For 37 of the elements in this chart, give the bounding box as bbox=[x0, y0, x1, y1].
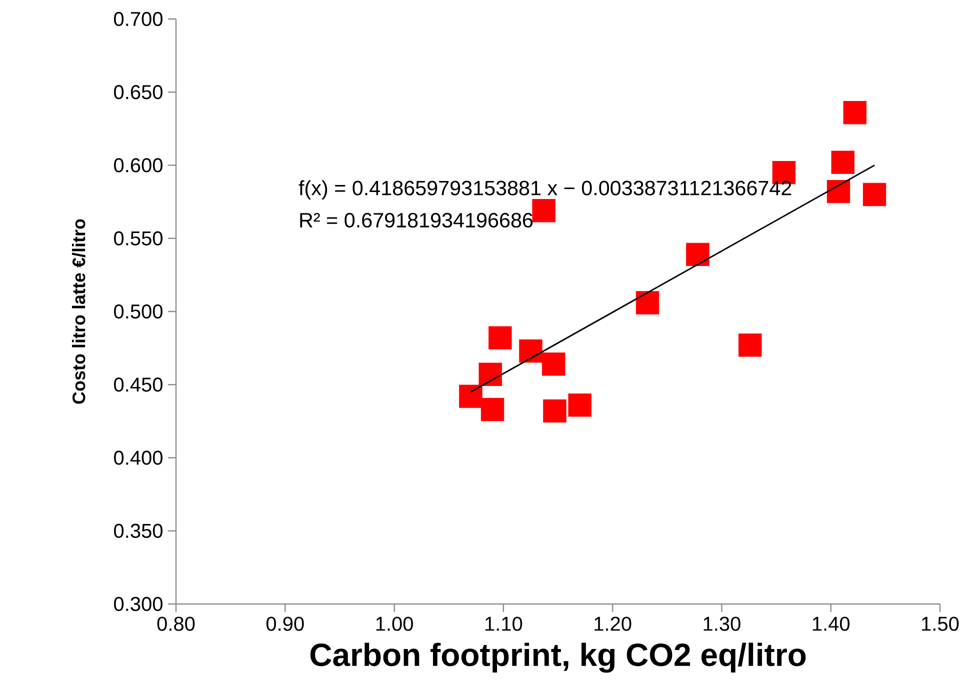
point bbox=[686, 242, 710, 266]
x-tick-label: 1.30 bbox=[704, 616, 740, 631]
point bbox=[543, 399, 566, 423]
point bbox=[862, 182, 886, 206]
point bbox=[843, 100, 866, 124]
y-tick-label: 0.400 bbox=[114, 450, 162, 465]
y-tick-label: 0.600 bbox=[114, 158, 162, 172]
point bbox=[831, 150, 854, 174]
annotation: f(x) = 0.418659793153881 x − 0.00338731121366742 bbox=[298, 180, 792, 200]
x-tick-label: 1.00 bbox=[376, 616, 413, 631]
x-tick-label: 1.10 bbox=[485, 616, 522, 631]
point bbox=[480, 398, 504, 422]
point bbox=[532, 198, 556, 222]
x-axis-title: Carbon footprint, kg CO2 eq/litro bbox=[310, 642, 806, 673]
x-tick-label: 1.20 bbox=[594, 616, 632, 631]
y-tick-label: 0.700 bbox=[114, 12, 162, 26]
point bbox=[488, 326, 512, 350]
x-tick-label: 0.90 bbox=[266, 616, 304, 631]
y-tick-label: 0.350 bbox=[114, 524, 162, 538]
point bbox=[636, 291, 660, 314]
point bbox=[826, 180, 850, 204]
y-tick-label: 0.650 bbox=[114, 85, 162, 100]
annotation: R² = 0.679181934196686 bbox=[300, 212, 533, 228]
y-tick-label: 0.500 bbox=[114, 304, 162, 319]
y-tick-label: 0.300 bbox=[114, 596, 162, 612]
point bbox=[519, 339, 542, 363]
point bbox=[542, 352, 566, 376]
y-tick-label: 0.550 bbox=[114, 231, 162, 246]
y-tick-label: 0.450 bbox=[114, 378, 162, 392]
point bbox=[738, 334, 762, 357]
x-tick-label: 1.50 bbox=[922, 616, 959, 631]
point bbox=[568, 393, 592, 417]
point bbox=[478, 362, 502, 386]
x-tick-label: 0.80 bbox=[157, 616, 195, 631]
y-axis-title: Costo litro latte €/litro bbox=[72, 219, 86, 404]
x-tick-label: 1.40 bbox=[812, 616, 850, 631]
point bbox=[459, 384, 482, 408]
